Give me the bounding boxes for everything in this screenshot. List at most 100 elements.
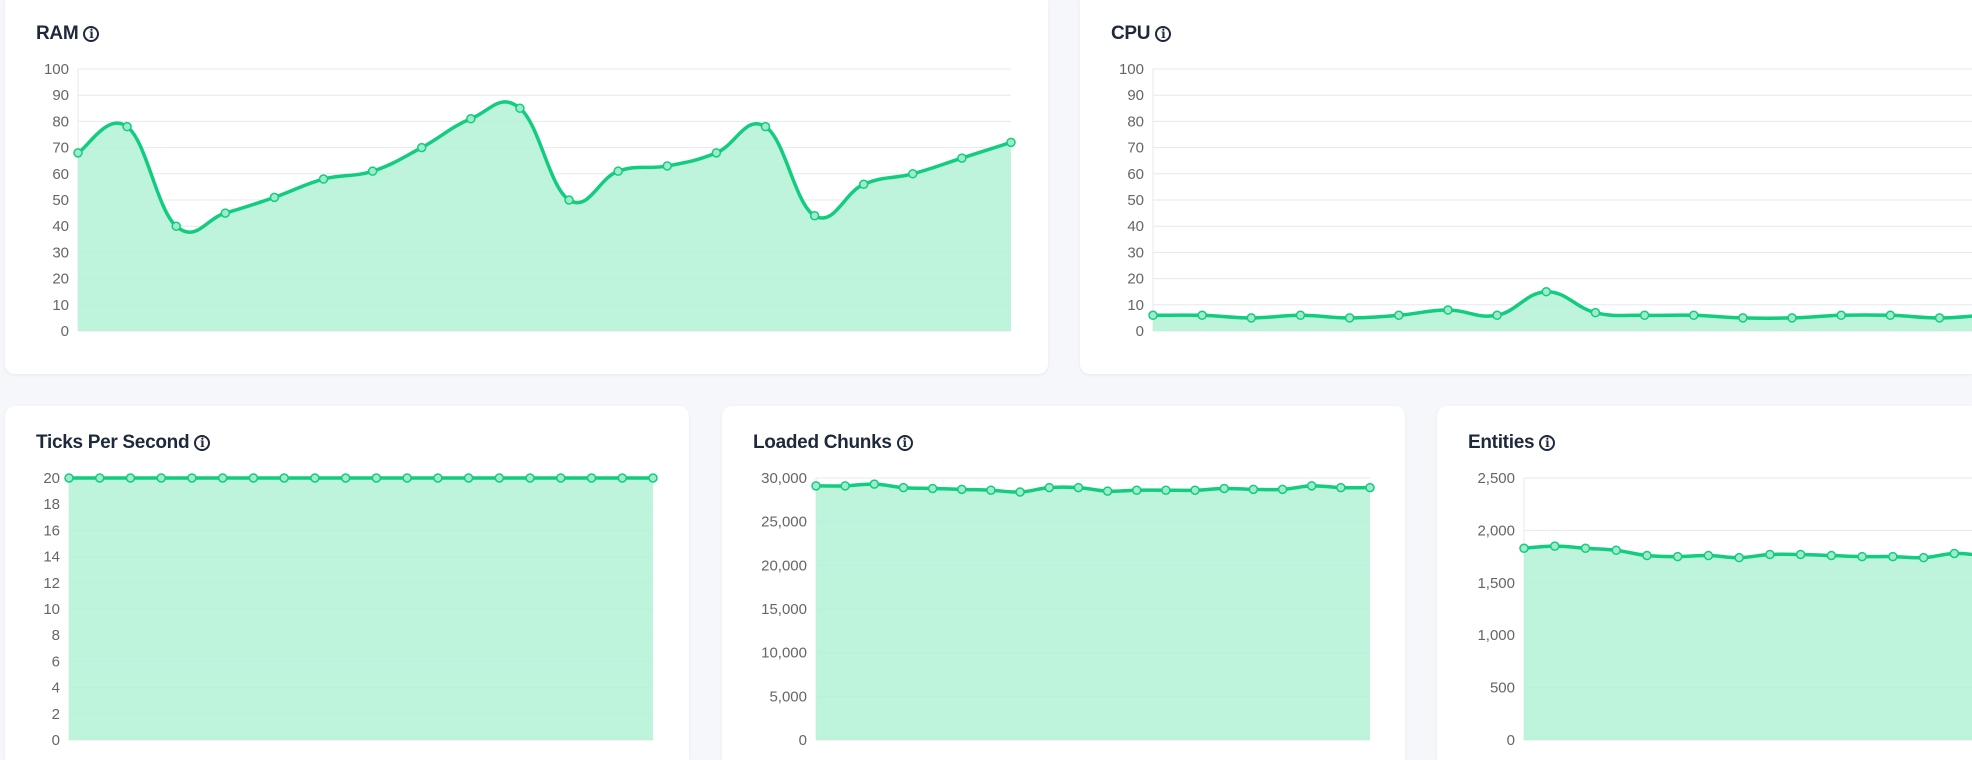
tps-data-point [125, 473, 136, 483]
cpu-y-tick-label: 100 [1119, 61, 1144, 78]
chunks-data-point [1102, 486, 1113, 496]
chunks-data-point [1219, 483, 1229, 494]
cpu-data-point [1836, 310, 1846, 321]
cpu-data-point [1934, 313, 1945, 323]
entities-y-tick-label: 1,500 [1477, 575, 1515, 592]
ram-y-tick-label: 100 [44, 61, 69, 78]
ram-y-tick-label: 10 [52, 297, 69, 314]
ram-y-tick-label: 30 [52, 244, 69, 261]
cpu-title: CPU i [1111, 23, 1172, 45]
info-icon[interactable]: i [83, 26, 100, 42]
chunks-y-tick-label: 15,000 [761, 601, 807, 618]
tps-data-point [433, 473, 443, 483]
ram-data-point [73, 148, 83, 158]
chunks-data-point [1190, 485, 1200, 495]
cpu-area-fill [1153, 291, 1972, 331]
entities-data-point [1826, 550, 1837, 561]
entities-data-point [1795, 549, 1806, 560]
entities-y-tick-label: 2,000 [1477, 522, 1515, 539]
cpu-y-tick-label: 40 [1127, 218, 1144, 235]
ram-y-tick-label: 70 [52, 140, 69, 157]
ram-data-point [809, 210, 820, 221]
ram-data-point [858, 179, 869, 190]
tps-data-point [617, 473, 628, 483]
cpu-data-point [1443, 305, 1453, 315]
entities-data-point [1642, 550, 1652, 561]
chunks-title-text: Loaded Chunks [753, 432, 892, 453]
cpu-data-point [1492, 310, 1502, 321]
ram-data-point [269, 192, 280, 203]
tps-y-tick-label: 6 [52, 653, 60, 670]
entities-data-point [1672, 551, 1683, 562]
cpu-y-tick-label: 60 [1127, 166, 1144, 183]
tps-y-tick-label: 18 [43, 496, 60, 513]
ram-area-fill [78, 101, 1011, 331]
ram-data-point [466, 114, 476, 124]
cpu-title-text: CPU [1111, 23, 1151, 44]
entities-title: Entities i [1468, 432, 1556, 454]
cpu-data-point [1541, 286, 1552, 297]
tps-data-point [64, 473, 74, 483]
chunks-y-tick-label: 20,000 [761, 557, 807, 574]
tps-data-point [340, 473, 351, 483]
ram-y-tick-label: 80 [52, 113, 69, 130]
ram-y-tick-label: 40 [52, 218, 69, 235]
entities-y-tick-label: 2,500 [1477, 470, 1515, 487]
chunks-data-point [1306, 481, 1317, 491]
tps-y-tick-label: 16 [43, 522, 60, 539]
ram-y-tick-label: 90 [52, 87, 69, 104]
cpu-y-tick-label: 20 [1127, 271, 1144, 288]
tps-data-point [525, 473, 535, 483]
entities-area-fill [1524, 546, 1972, 740]
cpu-y-tick-label: 0 [1136, 323, 1144, 340]
entities-data-point [1949, 548, 1960, 559]
info-icon[interactable]: i [1155, 26, 1172, 42]
entities-y-tick-label: 500 [1490, 680, 1515, 697]
tps-y-tick-label: 20 [43, 470, 60, 487]
cpu-y-tick-label: 10 [1127, 297, 1144, 314]
tps-y-tick-label: 2 [52, 706, 60, 723]
chunks-data-point [1131, 485, 1142, 495]
cpu-data-point [1639, 310, 1650, 321]
ram-data-point [1006, 137, 1016, 148]
cpu-data-point [1394, 310, 1404, 321]
entities-data-point [1519, 543, 1529, 553]
ram-y-tick-label: 60 [52, 166, 69, 183]
ram-data-point [318, 174, 329, 184]
chunks-y-tick-label: 5,000 [769, 688, 807, 705]
chunks-data-point [1336, 482, 1346, 493]
ram-y-tick-label: 20 [52, 271, 69, 288]
cpu-y-tick-label: 30 [1127, 244, 1144, 261]
cpu-data-point [1295, 310, 1306, 321]
ram-data-point [515, 103, 525, 114]
tps-y-tick-label: 0 [52, 732, 60, 749]
cpu-data-point [1246, 313, 1257, 323]
tps-data-point [217, 473, 228, 483]
tps-data-point [494, 473, 505, 483]
info-icon[interactable]: i [194, 435, 211, 451]
entities-data-point [1734, 552, 1744, 563]
entities-data-point [1918, 552, 1929, 563]
entities-data-point [1888, 551, 1898, 562]
ram-y-tick-label: 50 [52, 192, 69, 209]
info-icon[interactable]: i [896, 435, 913, 451]
tps-y-tick-label: 14 [43, 549, 60, 566]
chunks-data-point [1015, 487, 1025, 497]
entities-title-text: Entities [1468, 432, 1535, 453]
entities-y-tick-label: 0 [1507, 732, 1515, 749]
chunks-data-point [1248, 484, 1259, 495]
cpu-y-tick-label: 50 [1127, 192, 1144, 209]
tps-data-point [371, 473, 382, 483]
entities-data-point [1611, 545, 1621, 556]
tps-title-text: Ticks Per Second [36, 432, 190, 453]
info-icon[interactable]: i [1539, 435, 1556, 451]
cpu-data-point [1590, 307, 1601, 318]
ram-data-point [367, 166, 378, 176]
chunks-data-point [811, 481, 821, 491]
chunks-y-tick-label: 0 [799, 732, 807, 749]
tps-data-point [556, 473, 566, 483]
chunks-data-point [957, 484, 967, 495]
ram-data-point [613, 166, 623, 176]
chunks-area-fill [816, 484, 1370, 740]
ram-data-point [957, 153, 967, 163]
